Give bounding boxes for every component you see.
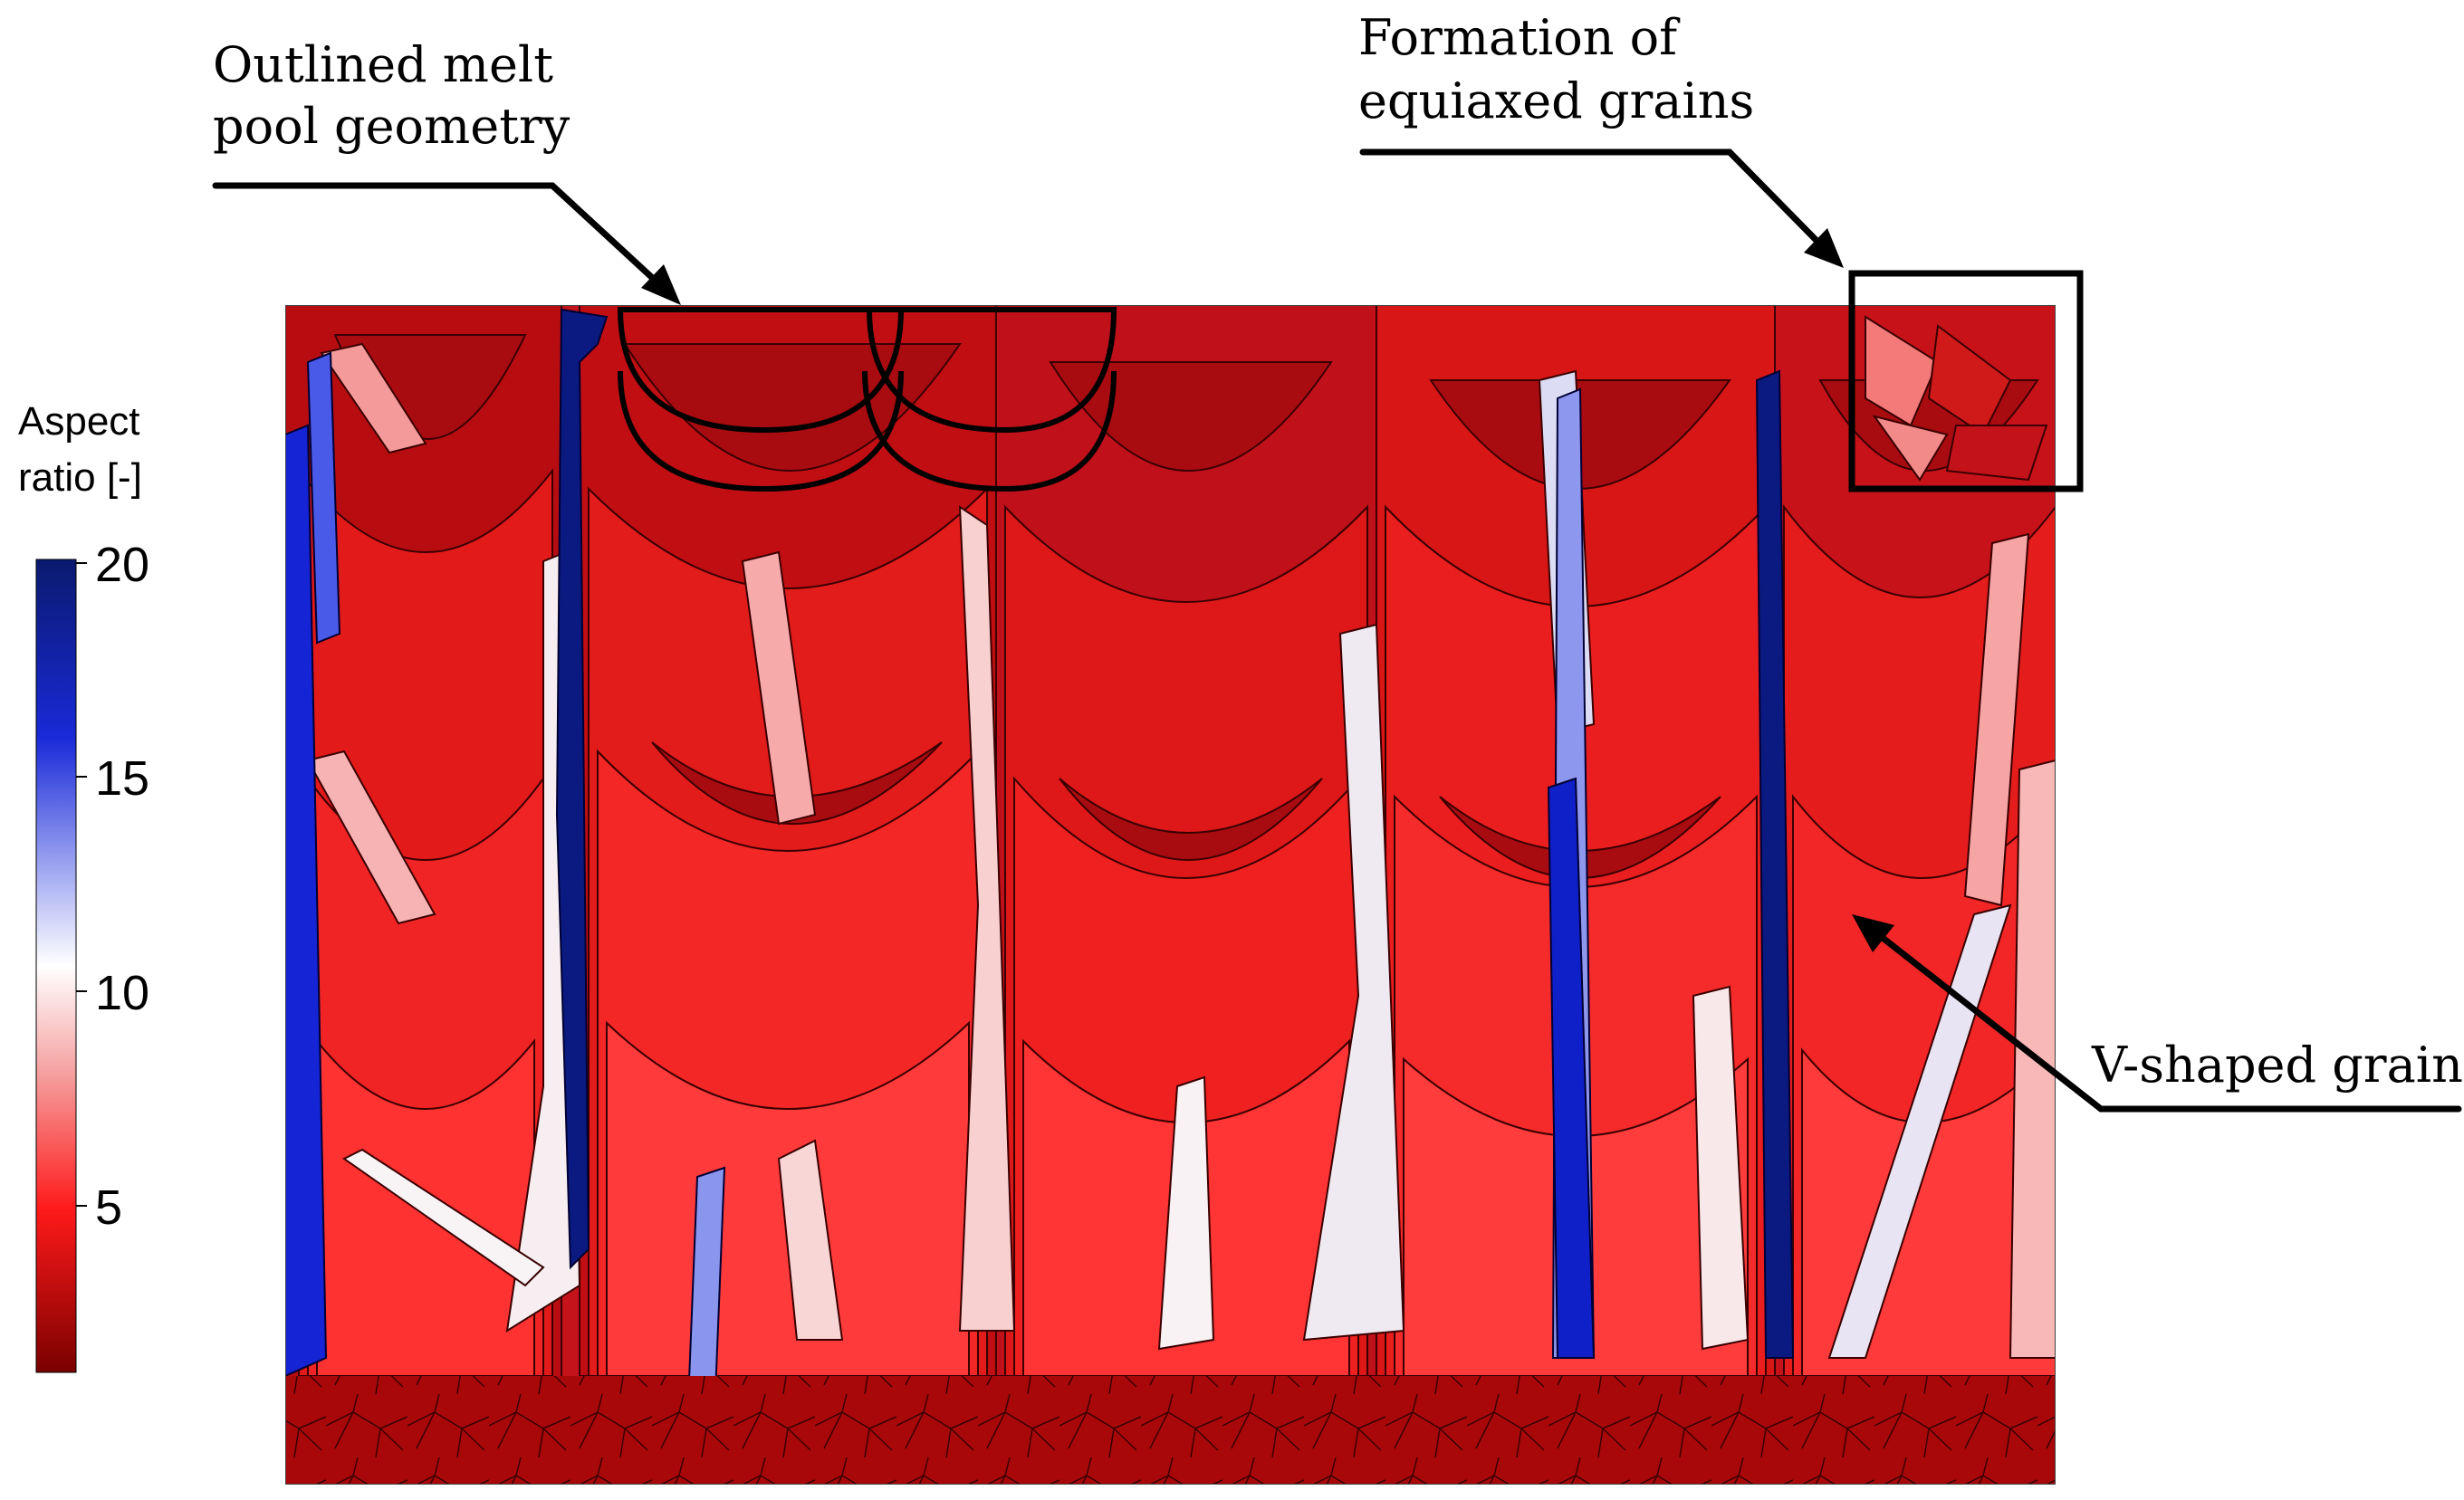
ebsd-grain-map <box>285 305 2056 1485</box>
colorbar-gradient <box>35 559 77 1373</box>
base-equiaxed-layer <box>285 1376 2056 1485</box>
equiaxed-top-right-texture <box>1865 315 2048 482</box>
colorbar-ticks <box>76 562 87 1207</box>
annotation-leaders <box>212 148 2462 1113</box>
colorbar-title-line1: Aspect <box>18 399 140 444</box>
v-grain-arrowhead <box>1852 914 1894 952</box>
v-grain-label: V-shaped grain <box>2091 1037 2463 1094</box>
equiaxed-label-line1: Formation of <box>1358 9 1681 66</box>
colorbar-tick-20: 20 <box>95 538 149 592</box>
colorbar-tick-15: 15 <box>95 751 149 806</box>
melt-pool-label-line2: pool geometry <box>213 98 570 155</box>
equiaxed-label-line2: equiaxed grains <box>1358 72 1754 129</box>
v-grain-leader <box>1866 924 2462 1113</box>
annotation-arrowheads <box>641 228 1894 952</box>
equiaxed-grains-box <box>1848 270 2084 492</box>
colorbar-title-line2: ratio [-] <box>18 455 142 500</box>
melt-pool-leader <box>212 182 674 298</box>
equiaxed-arrowhead <box>1804 228 1844 268</box>
melt-pool-label-line1: Outlined melt <box>213 36 553 93</box>
melt-pool-arrowhead <box>641 264 681 305</box>
aspect-ratio-colorbar: Aspect ratio [-] 20 15 10 5 <box>18 399 149 1373</box>
colorbar-tick-10: 10 <box>95 966 149 1020</box>
equiaxed-leader <box>1359 148 1835 259</box>
melt-pool-outline <box>617 307 1117 492</box>
high-aspect-blue-grains <box>285 308 1795 1405</box>
colorbar-tick-5: 5 <box>95 1180 122 1235</box>
